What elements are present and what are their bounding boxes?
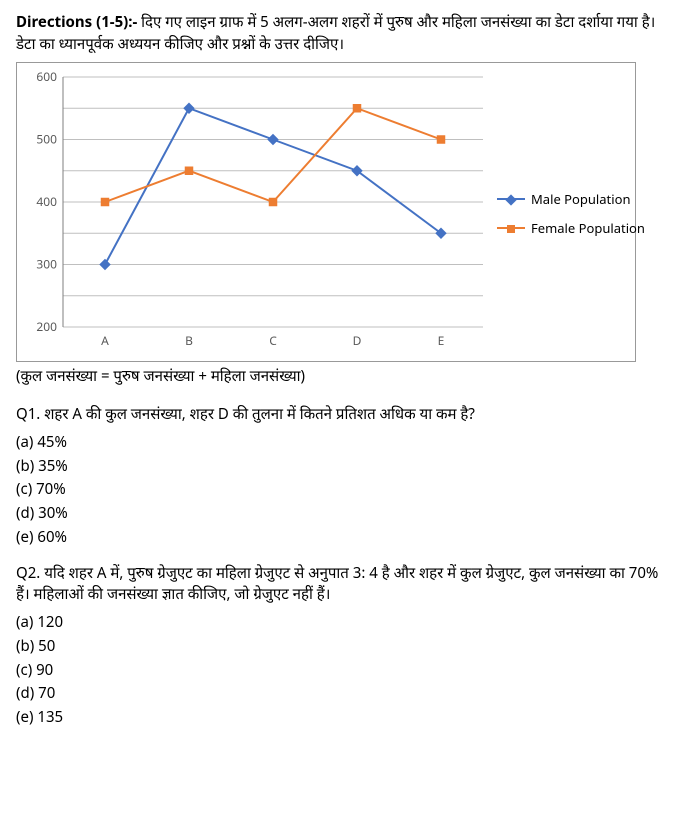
directions: Directions (1-5):- दिए गए लाइन ग्राफ में… [16, 12, 666, 56]
q1-option-c: (c) 70% [16, 479, 666, 501]
legend-male: Male Population [497, 190, 645, 209]
q2-option-b: (b) 50 [16, 636, 666, 658]
total-population-note: (कुल जनसंख्या = पुरुष जनसंख्या + महिला ज… [16, 366, 666, 388]
chart-svg: 200 300 400 500 600 A B C D E [25, 71, 487, 351]
population-chart: 200300400500600ABCDE Male Population Fem… [16, 62, 636, 363]
legend-female: Female Population [497, 219, 645, 238]
legend-female-line [497, 227, 525, 229]
diamond-marker-icon [505, 195, 516, 206]
svg-text:A: A [101, 332, 109, 349]
svg-text:500: 500 [36, 130, 57, 147]
svg-text:C: C [269, 332, 277, 349]
svg-text:D: D [353, 332, 362, 349]
q1-option-b: (b) 35% [16, 456, 666, 478]
q2-option-a: (a) 120 [16, 612, 666, 634]
q1-option-e: (e) 60% [16, 527, 666, 549]
question-2: Q2. यदि शहर A में, पुरुष ग्रेजुएट का महि… [16, 563, 666, 607]
svg-text:400: 400 [36, 193, 57, 210]
q1-option-d: (d) 30% [16, 503, 666, 525]
svg-text:200: 200 [36, 318, 57, 335]
q1-option-a: (a) 45% [16, 432, 666, 454]
svg-text:600: 600 [36, 71, 57, 85]
chart-plot-area: 200 300 400 500 600 A B C D E [25, 71, 487, 358]
square-marker-icon [507, 225, 515, 233]
q2-option-d: (d) 70 [16, 683, 666, 705]
q2-option-c: (c) 90 [16, 660, 666, 682]
svg-text:E: E [438, 332, 445, 349]
legend-male-line [497, 198, 525, 200]
question-1: Q1. शहर A की कुल जनसंख्या, शहर D की तुलन… [16, 404, 666, 426]
svg-text:300: 300 [36, 255, 57, 272]
directions-label: Directions (1-5):- [16, 12, 141, 32]
question-2-options: (a) 120 (b) 50 (c) 90 (d) 70 (e) 135 [16, 612, 666, 729]
legend-female-label: Female Population [531, 219, 645, 238]
q2-option-e: (e) 135 [16, 707, 666, 729]
chart-legend: Male Population Female Population [487, 71, 645, 358]
legend-male-label: Male Population [531, 190, 631, 209]
question-1-options: (a) 45% (b) 35% (c) 70% (d) 30% (e) 60% [16, 432, 666, 549]
svg-text:B: B [185, 332, 193, 349]
